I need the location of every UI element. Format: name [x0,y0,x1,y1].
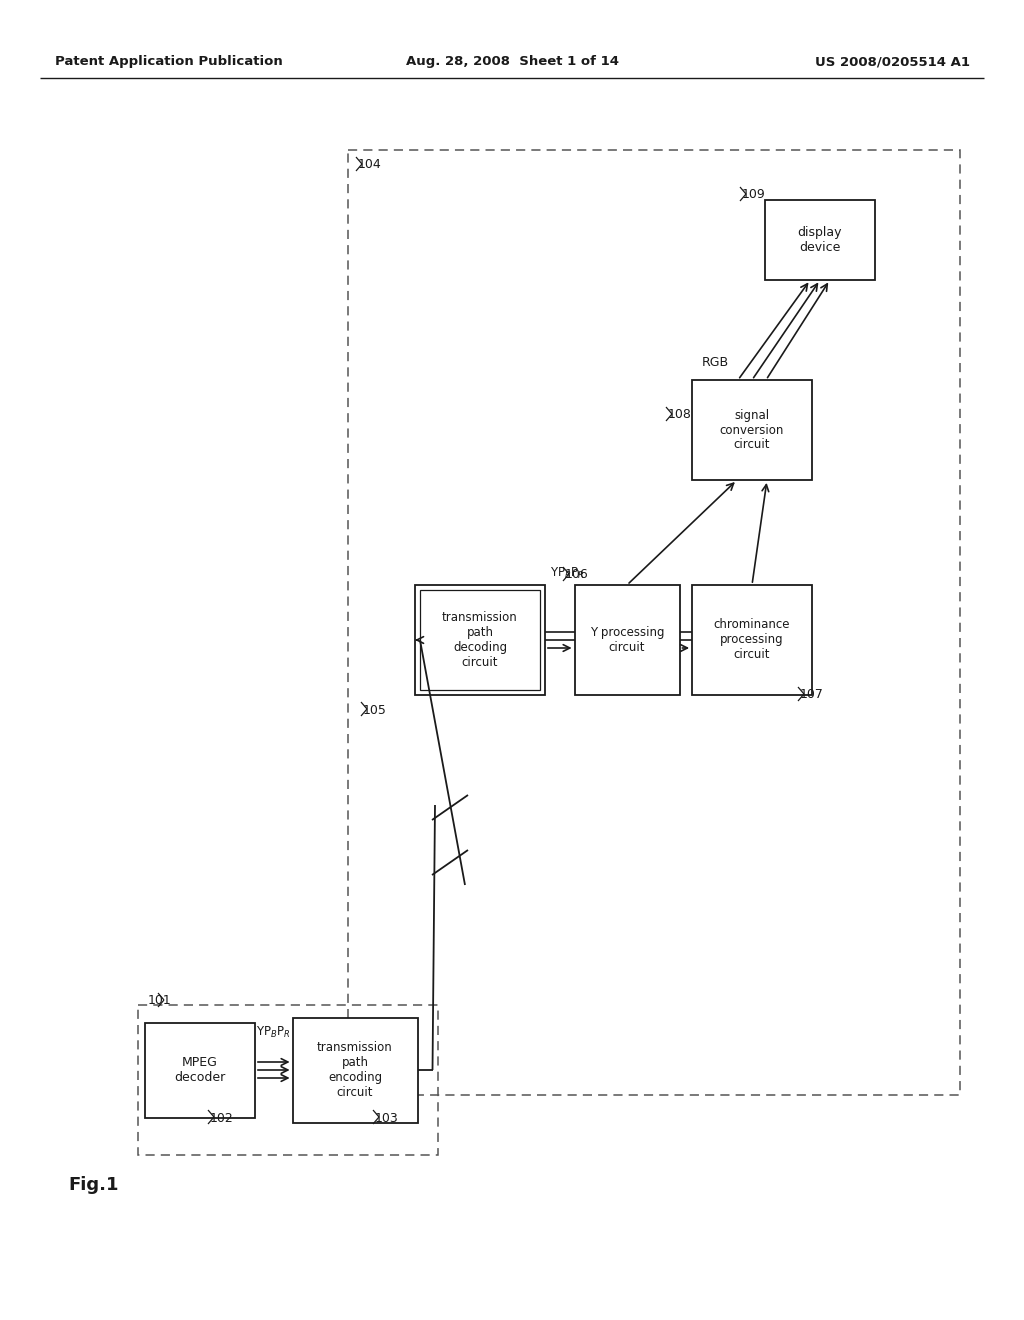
Bar [415,585,545,696]
Bar [348,150,961,1096]
Text: transmission
path
decoding
circuit: transmission path decoding circuit [442,611,518,669]
Text: 105: 105 [362,704,387,717]
Bar [692,585,812,696]
Text: YP$_B$P$_R$: YP$_B$P$_R$ [256,1024,291,1040]
Bar [293,1018,418,1122]
Text: 106: 106 [565,569,589,582]
Bar [420,590,540,690]
Text: YP$_B$P$_R$: YP$_B$P$_R$ [550,565,585,581]
Bar [574,585,680,696]
Text: display
device: display device [798,226,843,253]
Text: 107: 107 [800,689,824,701]
Bar [692,380,812,480]
Bar [145,1023,255,1118]
Text: Fig.1: Fig.1 [68,1176,119,1195]
Text: signal
conversion
circuit: signal conversion circuit [720,408,784,451]
Text: MPEG
decoder: MPEG decoder [174,1056,225,1084]
Text: 101: 101 [148,994,172,1006]
Text: US 2008/0205514 A1: US 2008/0205514 A1 [815,55,970,69]
Text: 104: 104 [358,158,382,172]
Bar [138,1005,438,1155]
Text: chrominance
processing
circuit: chrominance processing circuit [714,619,791,661]
Text: Y processing
circuit: Y processing circuit [590,626,665,653]
Text: transmission
path
encoding
circuit: transmission path encoding circuit [317,1041,393,1100]
Text: 102: 102 [210,1111,233,1125]
Bar [765,201,874,280]
Text: 109: 109 [742,189,766,202]
Text: 103: 103 [375,1111,398,1125]
Text: RGB: RGB [702,355,729,368]
Text: Aug. 28, 2008  Sheet 1 of 14: Aug. 28, 2008 Sheet 1 of 14 [406,55,618,69]
Text: 108: 108 [668,408,692,421]
Text: Patent Application Publication: Patent Application Publication [55,55,283,69]
